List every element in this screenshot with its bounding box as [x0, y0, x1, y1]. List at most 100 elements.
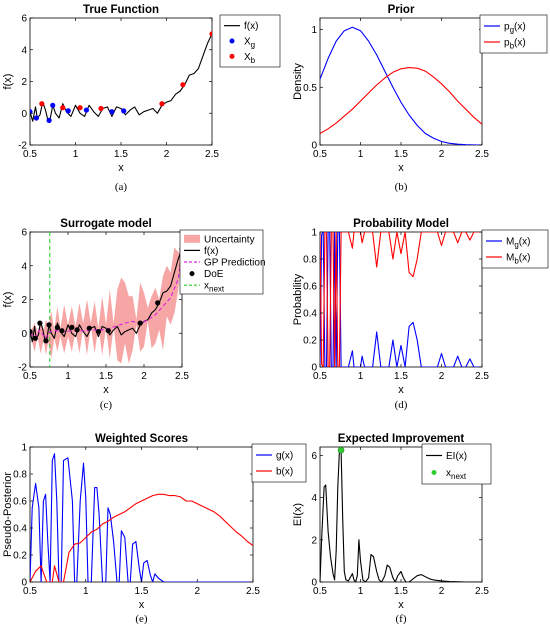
legend-label: xnext [446, 468, 467, 481]
y-tick-label: 0.2 [13, 551, 27, 562]
plot-layer [30, 31, 212, 123]
x-tick-label: 2 [439, 371, 445, 382]
series-line-m-b-x- [320, 232, 482, 367]
legend: EI(x) xnext [421, 443, 492, 485]
x-tick-label: 2.5 [475, 149, 489, 160]
panel-caption: (e) [135, 613, 148, 625]
y-axis-label: f(x) [2, 74, 14, 90]
x-tick-label: 2.5 [475, 586, 489, 597]
x-tick-label: 1.5 [394, 586, 408, 597]
panel-c: 0.5 1 1.5 2 2.5 -2 0 2 4 6 Surrogate model x f(x) (c)… [2, 218, 266, 411]
point-doe [95, 328, 101, 335]
legend-label: Xg [244, 37, 255, 50]
y-tick-label: 6 [21, 228, 27, 239]
legend-label-main: b(x) [276, 467, 293, 478]
panel-caption: (d) [395, 399, 408, 411]
plot-area [29, 17, 213, 146]
legend-label: b(x) [276, 467, 293, 478]
legend-label-main: p [504, 22, 510, 33]
legend-label: DoE [204, 269, 224, 280]
panel-caption: (a) [115, 181, 128, 193]
y-tick-label: 0 [21, 109, 27, 120]
legend-label: f(x) [244, 21, 258, 32]
x-axis-label: x [139, 599, 145, 611]
series-line-ei-x- [320, 449, 482, 582]
x-tick-label: 1 [83, 586, 89, 597]
x-tick-label: 2.5 [205, 149, 219, 160]
legend-label-main: x [204, 281, 209, 292]
legend-label-tail: (x) [519, 237, 531, 248]
series-line-g-x- [30, 453, 253, 582]
point-x-g [65, 108, 71, 114]
legend-swatch [431, 470, 437, 475]
y-tick-label: 0 [311, 363, 317, 374]
panel-d: 0.5 1 1.5 2 2.5 0 0.2 0.4 0.6 0.8 1 Probability Mod… [292, 218, 549, 411]
y-axis-label: Pseudo-Posterior [2, 472, 14, 557]
chart-title: True Function [83, 4, 159, 16]
legend-label-sub: b [510, 42, 515, 51]
point-doe [43, 338, 49, 344]
y-tick-label: 0.2 [303, 336, 317, 347]
x-tick-label: 2 [194, 586, 200, 597]
legend-label-sub: g [251, 41, 255, 50]
y-tick-label: 4 [311, 493, 317, 504]
y-tick-label: 0 [311, 578, 317, 589]
legend-label: EI(x) [446, 451, 467, 462]
y-axis-label: f(x) [2, 292, 14, 308]
legend-box [421, 443, 492, 485]
legend-label-main: Uncertainty [204, 234, 255, 245]
y-tick-label: 0.4 [13, 524, 27, 535]
x-tick-label: 1 [358, 149, 364, 160]
point-doe [105, 328, 111, 334]
x-tick-label: 1 [358, 371, 364, 382]
point-doe [37, 320, 43, 326]
point-x-b [98, 105, 104, 112]
legend-label-main: EI(x) [446, 451, 467, 462]
plot-area [319, 17, 483, 146]
chart-title: Expected Improvement [338, 433, 465, 445]
legend-label-sub: g [510, 26, 514, 35]
x-tick-label: 2 [439, 149, 445, 160]
plot-layer [30, 232, 182, 367]
panel-e: 0.5 1 1.5 2 2.5 0 0.2 0.4 0.6 0.8 1 Weighted Scores… [2, 433, 307, 625]
point-doe [69, 324, 75, 330]
legend-swatch [229, 38, 235, 44]
series-line-p-g-x- [320, 26, 482, 145]
x-tick-label: 0.5 [313, 586, 327, 597]
series-line-p-b-x- [320, 67, 482, 134]
point-x-g [109, 109, 115, 115]
legend-label: g(x) [276, 451, 293, 462]
legend-label: Mb(x) [506, 253, 530, 266]
x-tick-label: 0.5 [23, 149, 37, 160]
legend-swatch [184, 234, 200, 243]
legend-box [481, 229, 549, 269]
x-axis-label: x [398, 384, 404, 396]
y-tick-label: 2 [21, 77, 27, 88]
panel-caption: (c) [100, 399, 113, 411]
series-line-b-x- [30, 493, 253, 582]
legend-box [479, 14, 548, 54]
legend-label-sub: next [451, 472, 467, 481]
x-tick-label: 2 [439, 586, 445, 597]
legend-label-main: x [446, 468, 451, 479]
point-x-b [209, 31, 212, 37]
legend: g(x) b(x) [251, 443, 307, 483]
y-tick-label: 0.5 [303, 83, 317, 94]
legend-label-tail: (x) [519, 253, 531, 264]
y-tick-label: -2 [18, 141, 27, 152]
y-axis-label: Density [292, 63, 304, 100]
point-x-g [121, 108, 127, 114]
y-tick-label: 0.8 [13, 470, 27, 481]
legend-label-main: M [506, 253, 514, 264]
legend-label-sub: b [251, 56, 256, 65]
point-x-g [83, 107, 90, 113]
y-tick-label: 0 [311, 141, 317, 152]
x-tick-label: 1.5 [99, 371, 113, 382]
x-tick-label: 1 [358, 586, 364, 597]
legend-label: pg(x) [504, 22, 526, 35]
x-tick-label: 2 [141, 371, 147, 382]
